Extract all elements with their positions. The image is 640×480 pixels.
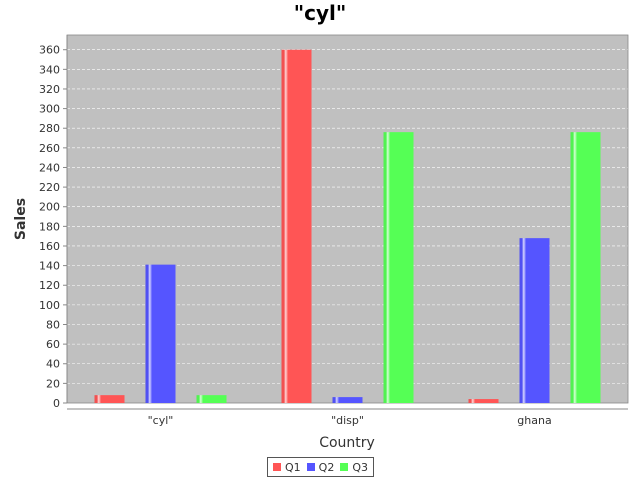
y-tick-label: 360 bbox=[39, 44, 60, 57]
y-tick-label: 340 bbox=[39, 63, 60, 76]
bar-q1-0 bbox=[94, 395, 125, 403]
legend-item-q2: Q2 bbox=[306, 460, 335, 474]
bar-q3-2 bbox=[570, 132, 601, 404]
bar-q1-2 bbox=[468, 399, 499, 403]
legend-item-q3: Q3 bbox=[340, 461, 368, 474]
legend-label: Q1 bbox=[285, 460, 301, 474]
x-axis-label: Country bbox=[319, 435, 375, 451]
y-tick-label: 60 bbox=[46, 338, 60, 351]
y-tick-label: 180 bbox=[39, 220, 60, 233]
legend-label: Q3 bbox=[352, 460, 369, 474]
y-tick-label: 160 bbox=[39, 240, 60, 253]
y-tick-label: 120 bbox=[39, 279, 60, 292]
legend-swatch bbox=[273, 463, 281, 471]
bar-q3-1 bbox=[383, 132, 414, 404]
y-axis-label: Sales bbox=[13, 198, 29, 240]
legend: Q1 Q2 Q3 bbox=[267, 457, 375, 477]
legend-label: Q2 bbox=[318, 460, 335, 474]
chart-title: "cyl" bbox=[294, 1, 347, 25]
bar-q1-1 bbox=[281, 49, 312, 403]
y-tick-label: 220 bbox=[39, 181, 60, 194]
plot-area: 0 20 40 60 80 100 120 140 160 180 200 220 240 260 280 3… bbox=[39, 34, 629, 427]
y-tick-label: 300 bbox=[39, 103, 60, 116]
bar-q2-2 bbox=[519, 238, 550, 403]
legend-swatch bbox=[340, 463, 349, 471]
y-tick-label: 0 bbox=[53, 397, 60, 410]
y-tick-label: 320 bbox=[39, 83, 60, 96]
legend-item-q1: Q1 bbox=[273, 461, 301, 474]
legend-swatch bbox=[306, 463, 315, 471]
y-tick-label: 240 bbox=[39, 161, 60, 174]
y-tick-label: 80 bbox=[46, 318, 60, 331]
bar-q2-0 bbox=[145, 264, 176, 403]
x-tick-label: "cyl" bbox=[148, 414, 174, 427]
bar-chart-svg: "cyl" Sales Country 0 20 40 60 80 100 120 140 16… bbox=[13, 1, 629, 451]
y-tick-label: 100 bbox=[39, 299, 60, 312]
y-tick-label: 20 bbox=[46, 377, 60, 390]
y-tick-label: 140 bbox=[39, 260, 60, 273]
x-tick-label: ghana bbox=[517, 414, 551, 427]
y-tick-label: 200 bbox=[39, 201, 60, 214]
bar-q3-0 bbox=[196, 395, 227, 403]
y-tick-label: 40 bbox=[46, 358, 60, 371]
y-tick-label: 260 bbox=[39, 142, 60, 155]
x-tick-label: "disp" bbox=[331, 414, 364, 427]
y-tick-label: 280 bbox=[39, 122, 60, 135]
bar-q2-1 bbox=[332, 397, 363, 403]
